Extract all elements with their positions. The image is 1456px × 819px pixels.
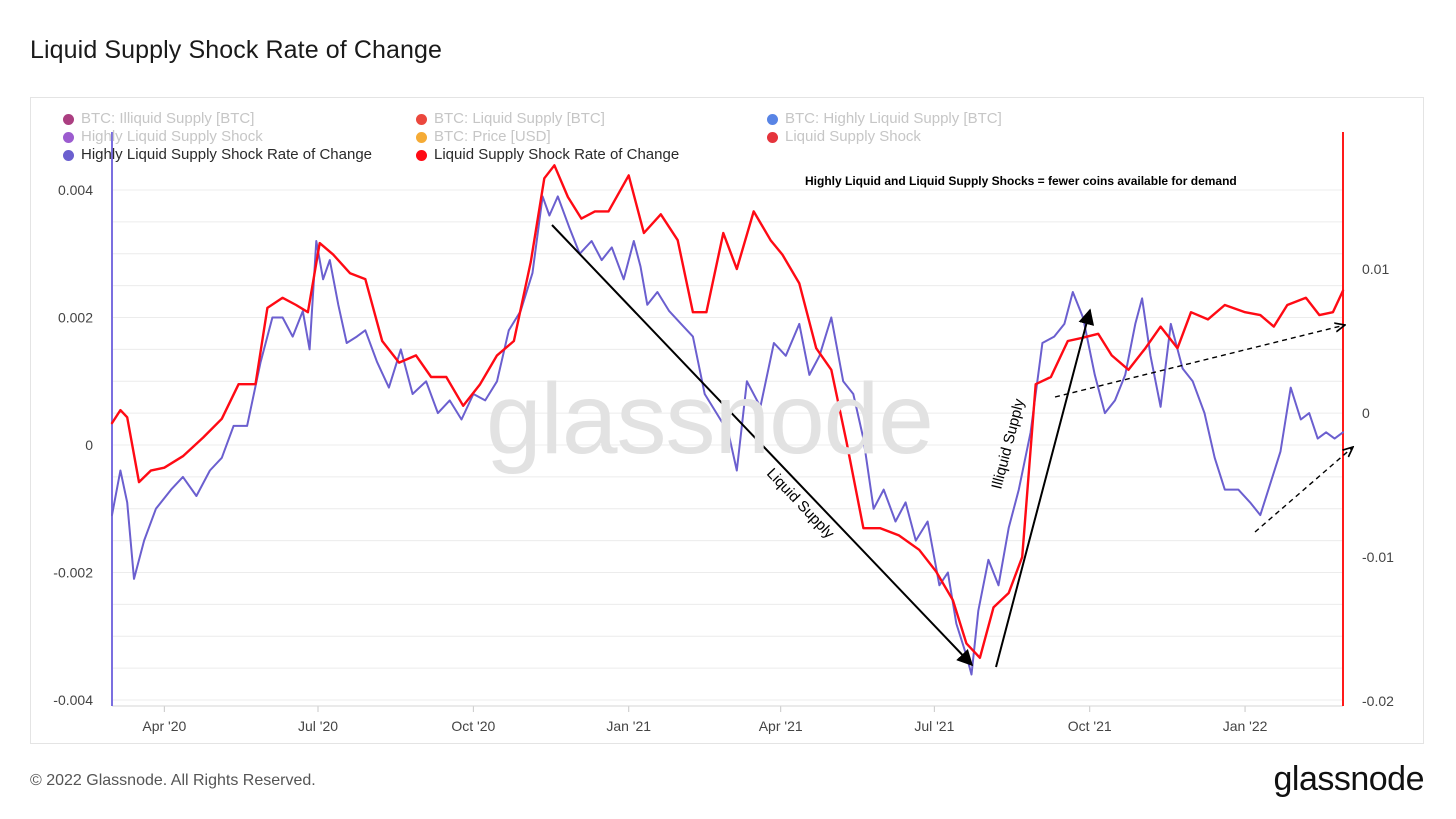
legend-label: Highly Liquid Supply Shock — [81, 128, 263, 145]
legend-label: Liquid Supply Shock Rate of Change — [434, 146, 680, 163]
chart-frame — [30, 97, 1424, 744]
trend-arrow-lower — [1254, 447, 1353, 533]
series-line-lss-roc — [110, 164, 1345, 659]
y-left-tick-label: 0.004 — [58, 182, 93, 198]
series-line-hlss-roc — [111, 195, 1344, 676]
annotation-layer: Highly Liquid and Liquid Supply Shocks =… — [551, 174, 1353, 668]
legend-dot-icon — [63, 113, 74, 125]
legend-item-liquid-supply-shock[interactable]: Liquid Supply Shock — [767, 128, 921, 146]
y-right-tick-label: -0.01 — [1362, 549, 1394, 565]
legend-item-price[interactable]: BTC: Price [USD] — [416, 128, 551, 146]
legend-item-highly-liquid-supply[interactable]: BTC: Highly Liquid Supply [BTC] — [767, 110, 1002, 128]
legend-dot-icon — [416, 131, 427, 143]
legend-item-hlss-roc[interactable]: Highly Liquid Supply Shock Rate of Chang… — [63, 146, 372, 164]
x-tick-label: Apr '20 — [142, 718, 186, 734]
x-tick-label: Jan '21 — [606, 718, 651, 734]
y-left-tick-label: 0.002 — [58, 310, 93, 326]
x-tick-label: Jul '21 — [914, 718, 954, 734]
legend-dot-icon — [416, 149, 427, 161]
legend-label: Liquid Supply Shock — [785, 128, 921, 145]
y-right-tick-label: 0 — [1362, 405, 1370, 421]
y-right-tick-label: -0.02 — [1362, 693, 1394, 709]
legend-item-liquid-supply[interactable]: BTC: Liquid Supply [BTC] — [416, 110, 605, 128]
illiquid-supply-arrow — [995, 308, 1095, 668]
legend-item-lss-roc[interactable]: Liquid Supply Shock Rate of Change — [416, 146, 679, 164]
legend-label: BTC: Liquid Supply [BTC] — [434, 110, 605, 127]
x-tick-label: Jul '20 — [298, 718, 338, 734]
x-tick-label: Oct '20 — [451, 718, 495, 734]
y-left-tick-label: -0.004 — [53, 692, 93, 708]
legend-item-highly-liquid-supply-shock[interactable]: Highly Liquid Supply Shock — [63, 128, 263, 146]
trend-arrow-upper — [1054, 325, 1345, 398]
grid-layer — [112, 189, 1343, 701]
legend-label: BTC: Price [USD] — [434, 128, 551, 145]
y-left-tick-label: 0 — [85, 437, 93, 453]
y-left-tick-label: -0.002 — [53, 565, 93, 581]
legend: BTC: Illiquid Supply [BTC] BTC: Liquid S… — [63, 110, 1063, 170]
footer-copyright: © 2022 Glassnode. All Rights Reserved. — [30, 772, 316, 789]
legend-label: BTC: Illiquid Supply [BTC] — [81, 110, 255, 127]
footer-logo[interactable]: glassnode — [1273, 760, 1424, 798]
page-title: Liquid Supply Shock Rate of Change — [30, 36, 443, 64]
headline-annotation: Highly Liquid and Liquid Supply Shocks =… — [805, 174, 1237, 188]
legend-label: BTC: Highly Liquid Supply [BTC] — [785, 110, 1002, 127]
y-right-tick-label: 0.01 — [1362, 261, 1389, 277]
x-tick-label: Apr '21 — [759, 718, 803, 734]
x-tick-label: Oct '21 — [1068, 718, 1112, 734]
legend-dot-icon — [63, 149, 74, 161]
legend-dot-icon — [416, 113, 427, 125]
x-tick-label: Jan '22 — [1223, 718, 1268, 734]
legend-label: Highly Liquid Supply Shock Rate of Chang… — [81, 146, 373, 163]
legend-dot-icon — [767, 113, 778, 125]
series-layer — [110, 164, 1345, 676]
legend-dot-icon — [63, 131, 74, 143]
legend-item-illiquid-supply[interactable]: BTC: Illiquid Supply [BTC] — [63, 110, 254, 128]
liquid-supply-arrow — [551, 224, 974, 667]
axis-layer: 0.004 0.002 0 -0.002 -0.004 0.01 0 -0.01 -0.02 Ap… — [53, 132, 1394, 734]
legend-dot-icon — [767, 131, 778, 143]
